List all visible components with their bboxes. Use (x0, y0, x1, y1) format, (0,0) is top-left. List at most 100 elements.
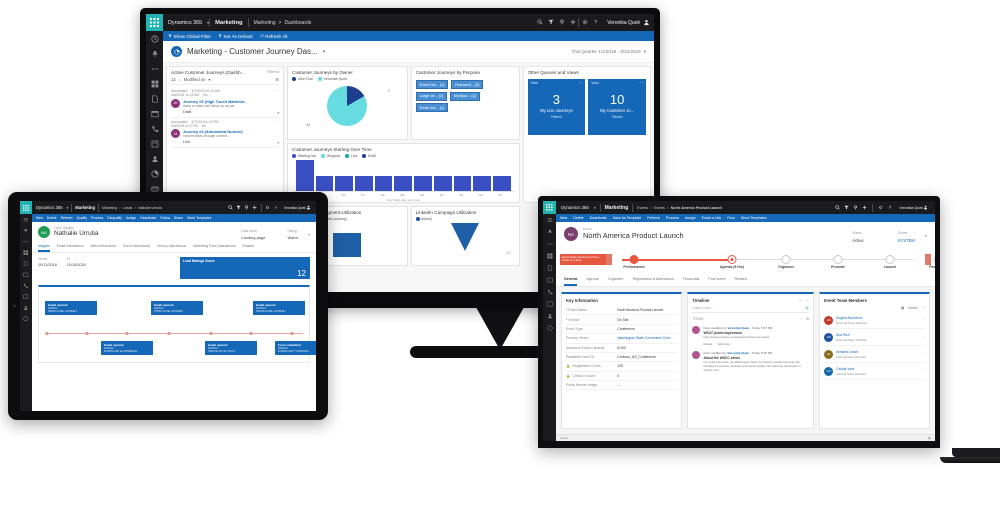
contacts-icon[interactable] (543, 310, 556, 322)
gear-icon[interactable] (579, 19, 590, 27)
overflow-icon[interactable]: ⋯ (921, 335, 925, 339)
tablet-nav-rail[interactable] (20, 214, 32, 411)
pin-icon[interactable] (20, 225, 32, 236)
dashboards-icon[interactable] (543, 250, 556, 262)
purpose-tag[interactable]: Event Ma... (4) (415, 80, 449, 89)
page-title-chevron-icon[interactable]: ▾ (322, 48, 326, 55)
cmd-disqualify[interactable]: Disqualify (107, 216, 122, 220)
field-value[interactable]: Conference (617, 326, 635, 331)
tablet-tab-strip[interactable]: Insights Email Interactions Web Interact… (32, 242, 316, 253)
bpf-prev-arrow-icon[interactable] (606, 254, 612, 265)
accounts-icon[interactable] (20, 291, 32, 302)
chevron-down-icon[interactable]: ▾ (277, 110, 280, 115)
field-row[interactable]: * Format On Site (566, 315, 678, 325)
laptop-nav-rail[interactable] (543, 214, 556, 441)
chevron-down-icon[interactable]: ▾ (307, 232, 310, 237)
segments-icon[interactable] (146, 166, 163, 181)
cmd-word-templates[interactable]: Word Templates (187, 216, 212, 220)
overflow-icon[interactable]: ⋯ (578, 81, 583, 85)
search-icon[interactable] (833, 204, 842, 211)
cmd-qualify[interactable]: Qualify (76, 216, 88, 220)
search-icon[interactable] (227, 204, 235, 211)
bpf-node-organizer[interactable] (781, 255, 791, 264)
select-button[interactable]: Select (908, 306, 918, 310)
timeline-card[interactable]: Form submitted 2018-03 DOWNLOAD TYPEFORM (275, 341, 316, 355)
documents-icon[interactable] (146, 91, 163, 106)
more-icon[interactable] (20, 236, 32, 247)
tab-email-interactions[interactable]: Email Interactions (56, 244, 84, 248)
timeline-node[interactable] (167, 332, 171, 335)
cmd-process[interactable]: Process (665, 216, 679, 220)
app-name-label[interactable]: Marketing (604, 204, 629, 211)
note-edit-action[interactable]: Edit note (718, 341, 730, 346)
pin-icon[interactable] (146, 46, 163, 61)
journeys-icon[interactable] (146, 181, 163, 196)
chevron-down-icon[interactable]: ▾ (593, 205, 596, 210)
breadcrumb-item-1[interactable]: Events (637, 205, 648, 210)
purpose-tag[interactable]: Large de... (2) (415, 91, 448, 101)
note-author[interactable]: Veronika Quek (727, 326, 750, 330)
help-icon[interactable]: ? (274, 205, 277, 210)
cmd-deactivate[interactable]: Deactivate (589, 216, 607, 220)
phone-icon[interactable] (146, 121, 163, 136)
timeline-node[interactable] (85, 332, 89, 335)
brand-chevron-icon[interactable]: ▾ (207, 20, 210, 25)
member-name[interactable]: Cecilia Vera (836, 366, 855, 371)
phone-icon[interactable] (20, 280, 32, 291)
filter-icon[interactable] (842, 205, 851, 211)
cmd-deactivate[interactable]: Deactivate (140, 216, 157, 220)
grid-icon[interactable]: ▦ (900, 306, 905, 310)
contacts-icon[interactable] (146, 151, 163, 166)
overflow-icon[interactable]: ⋯ (921, 318, 925, 322)
bpf-stage-pill[interactable]: Event Main Business Proce... Active for … (560, 254, 606, 265)
cmd-show-global-filter[interactable]: Show Global Filter (168, 34, 211, 39)
team-member-row[interactable]: AL Armand Leach Internal Team Member ⋯ (824, 346, 925, 363)
note-delete-action[interactable]: Delete (703, 341, 713, 346)
field-row[interactable]: Portal Banner Image --- (566, 381, 678, 391)
pin-icon[interactable] (543, 226, 556, 238)
app-name-label[interactable]: Marketing (215, 19, 243, 26)
cmd-refresh-all[interactable]: Refresh All (260, 34, 287, 39)
field-value[interactable]: Active (852, 238, 864, 243)
timeline-card[interactable]: Email opened 2018-01 DOWNLOAD ECOMMERCE (101, 341, 153, 355)
tab-web-interactions[interactable]: Web Interactions (90, 244, 117, 248)
cmd-assign[interactable]: Assign (684, 216, 696, 220)
cmd-follow[interactable]: Follow (160, 216, 171, 220)
timeline-node[interactable] (290, 332, 294, 335)
tab-general[interactable]: General (564, 277, 578, 286)
overflow-icon[interactable]: ⋯ (639, 81, 643, 85)
sort-icon[interactable]: ↓ (800, 317, 803, 321)
tab-marketing-form-interactions[interactable]: Marketing Form Interactions (193, 244, 236, 248)
gear-icon[interactable] (264, 205, 272, 211)
chevron-down-icon[interactable]: ▾ (208, 77, 211, 82)
events-icon[interactable] (543, 298, 556, 310)
documents-icon[interactable] (20, 258, 32, 269)
help-icon[interactable]: ? (888, 205, 892, 210)
user-menu[interactable]: Veronika Quek (601, 19, 650, 26)
field-value[interactable]: On Site (617, 317, 629, 322)
settings-icon[interactable]: ⚙ (806, 317, 810, 321)
sort-direction-icon[interactable]: ↓ (178, 77, 181, 82)
bpf-node-post-event[interactable] (933, 255, 935, 264)
dashboards-icon[interactable] (20, 247, 32, 258)
queue-tile[interactable]: View ⋯ 3 My Live Journeys Filtered (527, 79, 586, 135)
recent-icon[interactable] (146, 31, 163, 46)
laptop-tab-strip[interactable]: General Agenda Organizer Registration & … (556, 274, 935, 287)
team-member-row[interactable]: AN Angela Nicholson External Team Member… (824, 312, 925, 329)
contacts-icon[interactable] (20, 302, 32, 313)
timeline-node[interactable] (125, 332, 129, 335)
field-value[interactable]: North America Product Launch (617, 308, 664, 313)
brand-label[interactable]: Dynamics 365 (168, 19, 203, 26)
overflow-icon[interactable]: ⋯ (921, 306, 925, 310)
field-row[interactable]: 🔒 Check-in count 0 (566, 372, 678, 381)
team-member-row[interactable]: AR Ava Rich External Team Member ⋯ (824, 329, 925, 346)
tablet-command-bar[interactable]: New Delete Refresh Qualify Process Disqu… (32, 214, 316, 222)
chevron-down-icon[interactable]: ▾ (924, 233, 927, 238)
timeline-node[interactable] (249, 332, 253, 335)
cmd-new[interactable]: New (36, 216, 43, 220)
overflow-icon[interactable]: ⋯ (275, 89, 280, 93)
team-member-row[interactable]: CV Cecilia Vera Internal Team Member ⋯ (824, 363, 925, 380)
field-value[interactable]: 10/11/2018 (38, 263, 57, 267)
timeline-card[interactable]: Email opened 2018-03 OFFER ACME JOURNEY (253, 301, 305, 315)
laptop-command-bar[interactable]: New Delete Deactivate Save As Template R… (556, 214, 935, 222)
